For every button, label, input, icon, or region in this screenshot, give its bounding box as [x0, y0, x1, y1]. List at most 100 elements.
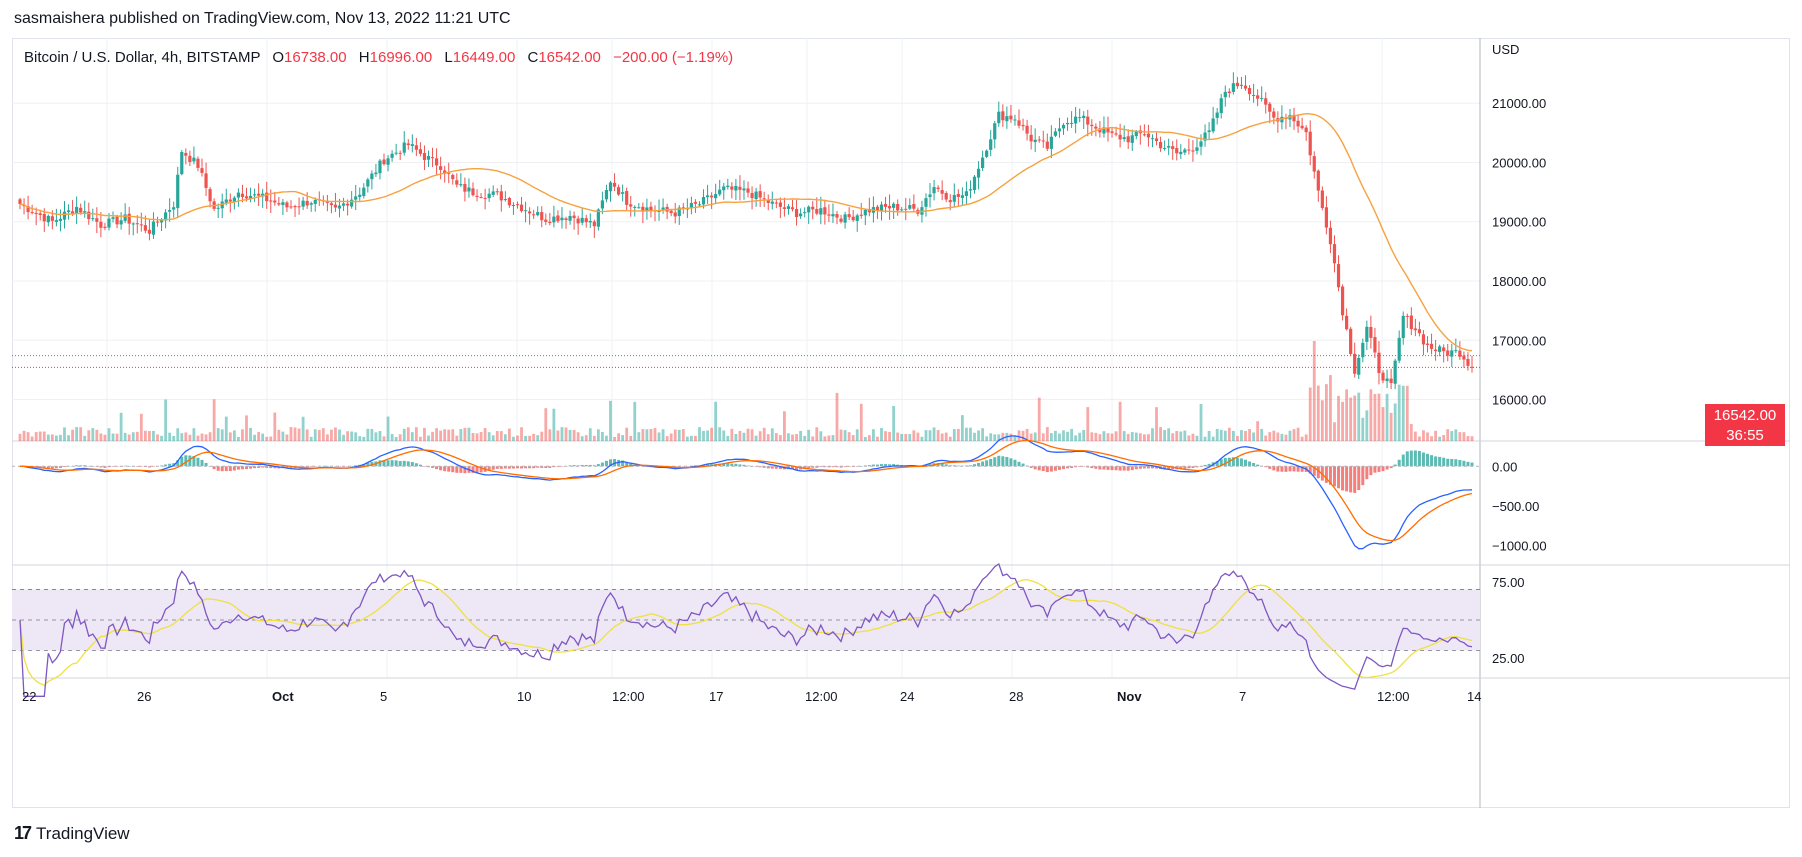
volume-bar [799, 430, 803, 441]
volume-bar [1211, 436, 1215, 441]
macd-histogram-bar [609, 459, 613, 467]
macd-histogram-bar [1017, 461, 1021, 467]
candle-body [147, 229, 152, 234]
candle-body [1256, 95, 1260, 99]
time-tick-label: 26 [137, 689, 151, 704]
volume-bar [131, 432, 135, 441]
candle-body [726, 185, 730, 188]
candle-body [1106, 128, 1110, 133]
macd-histogram-bar [1102, 466, 1106, 470]
volume-bar [714, 401, 718, 441]
volume-bar [1349, 397, 1353, 441]
volume-bar [730, 428, 734, 441]
candle-body [1308, 131, 1312, 156]
volume-bar [722, 430, 726, 441]
macd-histogram-bar [487, 466, 491, 471]
candle-body [471, 188, 475, 196]
volume-bar [548, 429, 552, 441]
volume-bar [1054, 430, 1057, 441]
volume-bar [1167, 428, 1171, 441]
candle-body [1065, 122, 1070, 125]
volume-bar [568, 429, 572, 441]
volume-bar [224, 416, 228, 441]
candle-body [1142, 134, 1146, 136]
volume-bar [83, 435, 87, 441]
time-tick-label: 28 [1009, 689, 1023, 704]
volume-bar [394, 436, 398, 441]
candle-body [645, 207, 649, 212]
volume-bar [584, 435, 588, 441]
brand-name: TradingView [36, 823, 130, 843]
volume-bar [499, 431, 503, 441]
tradingview-logo[interactable]: 17 TradingView [14, 823, 130, 844]
macd-histogram-bar [212, 466, 216, 470]
volume-bar [334, 427, 337, 441]
volume-bar [313, 429, 317, 441]
candle-body [754, 191, 758, 200]
candle-body [1454, 350, 1458, 352]
macd-histogram-bar [491, 466, 495, 470]
candle-body [912, 204, 916, 209]
candle-body [548, 221, 552, 223]
macd-histogram-bar [1401, 454, 1405, 467]
volume-bar [1062, 430, 1065, 441]
candle-body [1013, 119, 1017, 121]
candle-body [1345, 315, 1349, 330]
candle-body [1243, 85, 1248, 89]
macd-histogram-bar [1276, 466, 1280, 472]
candle-body [568, 216, 572, 221]
candle-body [252, 194, 257, 196]
chart-canvas[interactable]: USD 16000.00 17000.00 18000.00 19000.00 20000… [12, 38, 1790, 808]
candle-body [794, 209, 799, 218]
candle-body [851, 216, 855, 221]
macd-histogram-bar [447, 466, 451, 472]
volume-bar [402, 428, 406, 441]
candle-body [1421, 334, 1426, 345]
macd-histogram-bar [1434, 456, 1438, 467]
candle-body [803, 212, 807, 214]
macd-histogram-bar [1163, 466, 1167, 470]
candle-body [1438, 346, 1442, 352]
candle-body [346, 203, 350, 206]
candle-body [143, 225, 147, 231]
volume-bar [188, 434, 192, 441]
candle-body [467, 187, 471, 192]
grid-lines [12, 38, 1480, 678]
macd-histogram-bar [463, 466, 467, 474]
macd-histogram-bar [1349, 466, 1353, 493]
candle-body [835, 214, 839, 218]
candle-body [99, 221, 103, 228]
macd-histogram-bar [973, 464, 977, 467]
candle-body [1328, 227, 1333, 245]
candle-body [354, 196, 358, 200]
macd-histogram-bar [1324, 466, 1328, 483]
volume-bar [811, 436, 815, 441]
candle-body [1223, 91, 1227, 98]
volume-bar [1434, 430, 1437, 441]
macd-histogram-bar [1001, 456, 1005, 467]
volume-bar [985, 436, 989, 441]
candle-body [734, 185, 738, 191]
volume-bar [370, 428, 374, 441]
candle-body [313, 199, 317, 204]
high-label: H [358, 49, 370, 66]
volume-bar [111, 433, 115, 441]
time-tick-label: 12:00 [1377, 689, 1410, 704]
volume-bar [677, 429, 681, 441]
candle-body [981, 157, 985, 168]
candle-body [378, 160, 382, 174]
volume-bar [59, 434, 62, 441]
volume-bar [439, 430, 443, 441]
candle-body [1049, 136, 1053, 149]
macd-histogram-bar [1446, 458, 1450, 467]
volume-bar [867, 435, 871, 441]
volume-bar [1369, 389, 1373, 441]
volume-bar [835, 392, 839, 441]
candle-body [1413, 328, 1417, 331]
macd-histogram-bar [536, 466, 540, 468]
macd-histogram-bar [1049, 466, 1053, 472]
candle-body [924, 198, 928, 207]
candle-body [932, 187, 936, 194]
volume-bar [540, 431, 544, 441]
macd-histogram-bar [1292, 466, 1296, 472]
